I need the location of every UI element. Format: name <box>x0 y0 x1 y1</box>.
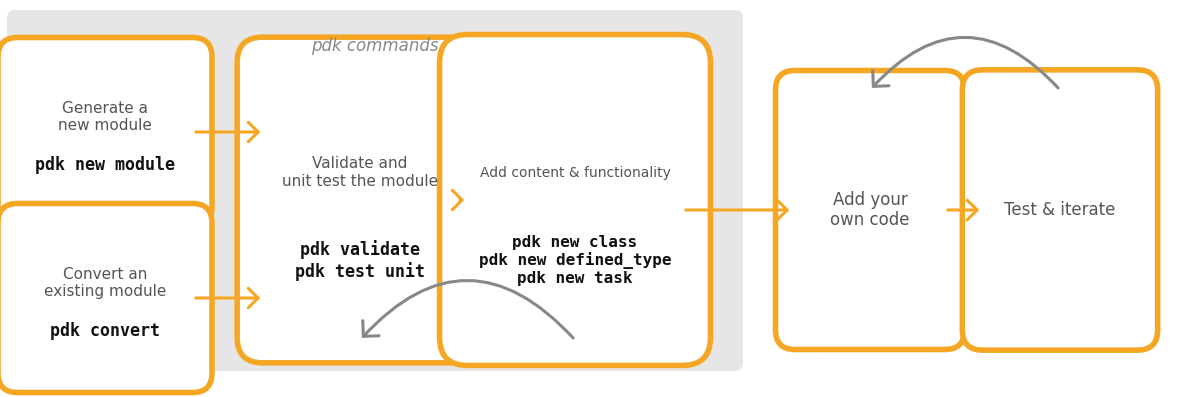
Text: Validate and
unit test the module: Validate and unit test the module <box>282 156 438 189</box>
Text: pdk new module: pdk new module <box>35 156 175 174</box>
Text: pdk new class
pdk new defined_type
pdk new task: pdk new class pdk new defined_type pdk n… <box>479 235 671 287</box>
Text: pdk commands: pdk commands <box>311 37 439 55</box>
Text: Add content & functionality: Add content & functionality <box>480 166 671 179</box>
Text: pdk validate
pdk test unit: pdk validate pdk test unit <box>295 240 425 281</box>
Text: Generate a
new module: Generate a new module <box>58 101 152 133</box>
FancyBboxPatch shape <box>775 71 965 349</box>
FancyBboxPatch shape <box>0 204 212 393</box>
FancyBboxPatch shape <box>238 37 482 363</box>
Text: Test & iterate: Test & iterate <box>1004 201 1116 219</box>
FancyBboxPatch shape <box>0 37 212 227</box>
Text: Add your
own code: Add your own code <box>830 191 910 229</box>
FancyBboxPatch shape <box>962 70 1158 350</box>
FancyBboxPatch shape <box>7 10 743 371</box>
FancyBboxPatch shape <box>439 35 710 366</box>
Text: pdk convert: pdk convert <box>50 322 160 340</box>
Text: Convert an
existing module: Convert an existing module <box>44 267 166 299</box>
